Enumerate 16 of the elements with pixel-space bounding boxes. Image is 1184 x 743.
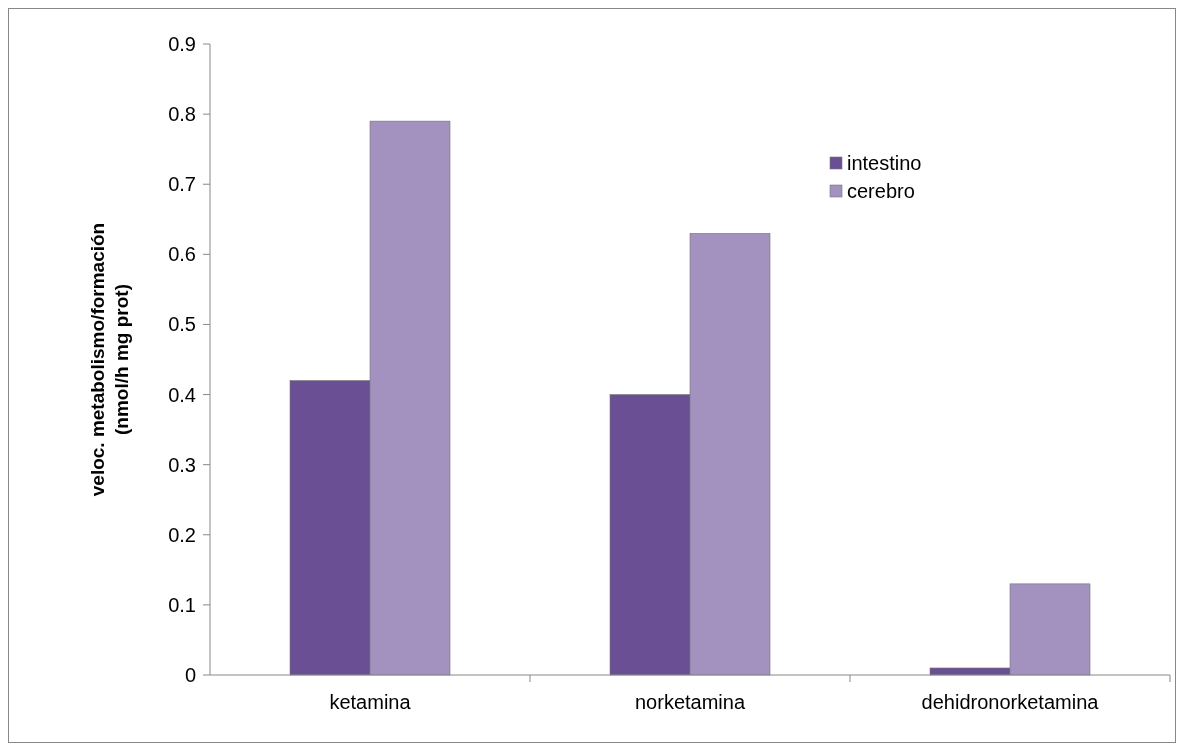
y-tick-label: 0.1 — [168, 593, 196, 616]
y-tick-label: 0.8 — [168, 103, 196, 126]
legend-label: intestino — [847, 152, 922, 174]
y-tick-label: 0.9 — [168, 33, 196, 55]
y-tick-label: 0 — [184, 664, 196, 686]
y-tick-label: 0.7 — [168, 173, 196, 196]
x-tick-label: ketamina — [329, 691, 412, 713]
y-tick-label: 0.6 — [168, 243, 196, 266]
y-tick-label: 0.3 — [168, 453, 196, 476]
x-tick-label: dehidronorketamina — [921, 691, 1100, 713]
y-tick-label: 0.2 — [168, 523, 196, 546]
legend-label: cerebro — [847, 180, 915, 202]
y-tick-label: 0.4 — [168, 383, 196, 406]
x-tick-label: norketamina — [634, 691, 746, 713]
y-axis-title: veloc. metabolismo/formación (nmol/h mg prot) — [87, 222, 132, 497]
y-tick-label: 0.5 — [168, 313, 196, 336]
